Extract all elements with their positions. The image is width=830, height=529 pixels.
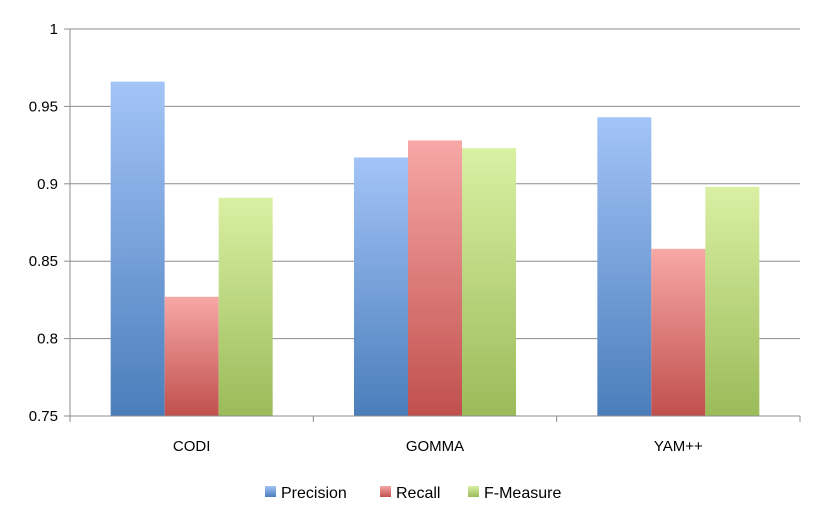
y-axis-ticks: 0.75 0.8 0.85 0.9 0.95 1 [29,21,58,425]
bar-precision-gomma [354,157,408,416]
y-tick-label: 0.85 [29,253,58,270]
y-tick-label: 0.75 [29,408,58,425]
x-category-label: YAM++ [654,438,703,455]
x-axis-categories: CODI GOMMA YAM++ [173,438,703,455]
bar-f-measure-codi [218,197,273,416]
legend-swatch [265,486,276,497]
y-tick-label: 0.95 [29,98,58,115]
legend-label: F-Measure [484,485,561,502]
bars [110,81,760,417]
legend-swatch [468,486,479,497]
bar-precision-yam- [597,117,652,417]
bar-recall-codi [164,296,219,416]
y-tick-label: 1 [50,21,58,38]
legend-swatch [380,486,391,497]
bar-f-measure-yam- [705,186,760,416]
bar-recall-gomma [408,140,462,416]
legend-label: Recall [396,485,440,502]
axes [64,28,801,422]
y-tick-label: 0.8 [37,331,58,348]
x-category-label: CODI [173,438,211,455]
legend-label: Precision [281,485,347,502]
bar-recall-yam- [651,248,706,416]
bar-precision-codi [110,81,165,416]
bar-f-measure-gomma [462,148,516,417]
legend: Precision Recall F-Measure [265,485,561,502]
y-tick-label: 0.9 [37,176,58,193]
x-category-label: GOMMA [406,438,464,455]
